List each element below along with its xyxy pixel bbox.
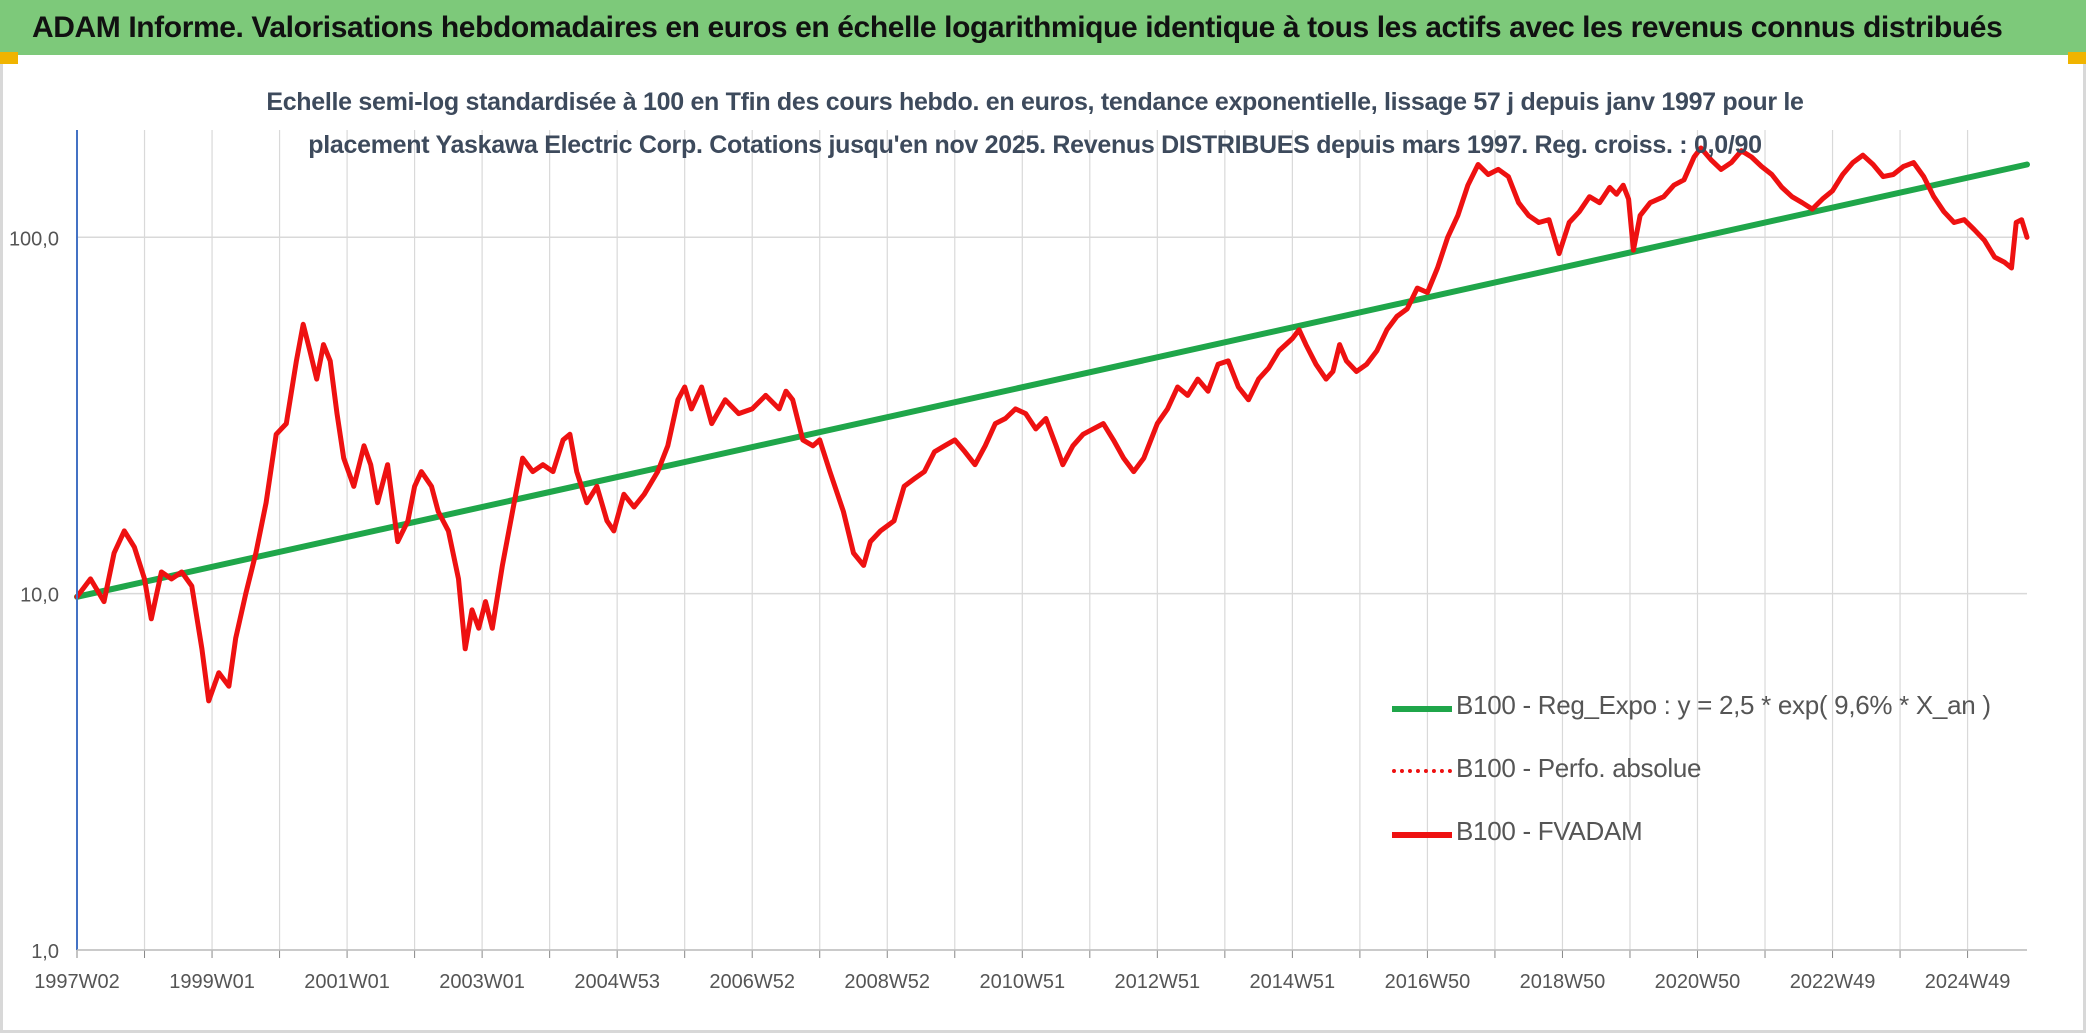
x-tick-label: 2020W50 <box>1655 971 1741 993</box>
x-tick-label: 2010W51 <box>979 971 1065 993</box>
x-tick-label: 2024W49 <box>1925 971 2011 993</box>
series-layer <box>74 145 2030 704</box>
x-tick-label: 2001W01 <box>304 971 390 993</box>
chart-frame <box>0 64 2086 1033</box>
x-tick-label: 2004W53 <box>574 971 660 993</box>
x-tick-label: 2003W01 <box>439 971 525 993</box>
chart-title-line-1: Echelle semi-log standardisée à 100 en T… <box>266 88 1804 116</box>
report-banner: ADAM Informe. Valorisations hebdomadaire… <box>0 0 2086 55</box>
legend-label-fvadam: B100 - FVADAM <box>1456 816 1643 846</box>
x-tick-label: 2006W52 <box>709 971 795 993</box>
x-tick-label: 2016W50 <box>1385 971 1471 993</box>
legend-item-perfo-absolue: B100 - Perfo. absolue <box>1388 747 2028 810</box>
x-tick-label: 2018W50 <box>1520 971 1606 993</box>
y-tick-label: 100,0 <box>9 228 59 250</box>
x-tick-label: 2014W51 <box>1250 971 1336 993</box>
legend-item-fvadam: B100 - FVADAM <box>1388 810 2028 873</box>
x-tick-label: 1997W02 <box>34 971 120 993</box>
legend-swatch-perfo-absolue <box>1392 769 1452 773</box>
series-line-reg-expo <box>74 161 2030 600</box>
corner-marker-right <box>2068 52 2086 64</box>
chart-title-line-2: placement Yaskawa Electric Corp. Cotatio… <box>308 131 1762 159</box>
axes: 1,0 10,0 100,0 1997W02 1999W01 2001W01 2003W01… <box>9 130 2027 993</box>
x-tick-label: 2012W51 <box>1115 971 1201 993</box>
x-tick-label: 2022W49 <box>1790 971 1876 993</box>
y-tick-label: 1,0 <box>31 941 59 963</box>
corner-marker-left <box>0 52 18 64</box>
legend-label-perfo-absolue: B100 - Perfo. absolue <box>1456 753 1702 783</box>
report-title: ADAM Informe. Valorisations hebdomadaire… <box>32 11 2003 44</box>
legend-swatch-fvadam <box>1392 832 1452 838</box>
x-tick-label: 2008W52 <box>844 971 930 993</box>
legend-item-reg-expo: B100 - Reg_Expo : y = 2,5 * exp( 9,6% * … <box>1388 684 2028 747</box>
x-tick-label: 1999W01 <box>169 971 255 993</box>
y-tick-label: 10,0 <box>20 585 59 607</box>
legend-swatch-reg-expo <box>1392 706 1452 712</box>
series-line-fvadam <box>74 145 2030 704</box>
chart-legend: B100 - Reg_Expo : y = 2,5 * exp( 9,6% * … <box>1388 684 2028 873</box>
legend-label-reg-expo: B100 - Reg_Expo : y = 2,5 * exp( 9,6% * … <box>1456 690 1991 720</box>
